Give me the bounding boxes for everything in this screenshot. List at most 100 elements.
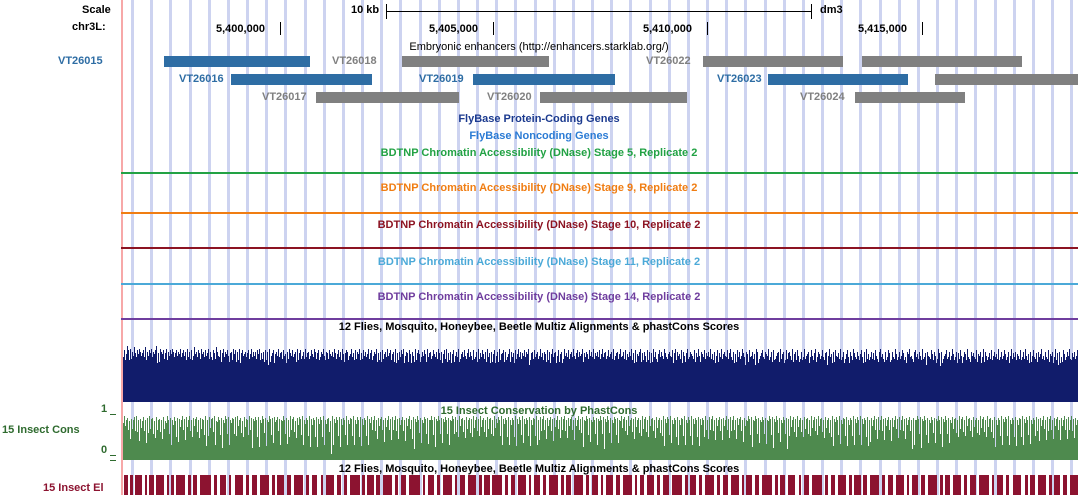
enhancer-feature[interactable] (862, 56, 1022, 67)
conserved-element-block[interactable] (349, 475, 360, 495)
conserved-element-block[interactable] (144, 475, 148, 495)
conserved-element-block[interactable] (663, 475, 669, 495)
conserved-element-block[interactable] (294, 475, 304, 495)
conserved-element-block[interactable] (566, 475, 572, 495)
conserved-element-block[interactable] (775, 475, 779, 495)
conserved-element-block[interactable] (510, 475, 515, 495)
conserved-element-block[interactable] (245, 475, 250, 495)
conserved-element-block[interactable] (945, 475, 950, 495)
conserved-element-block[interactable] (780, 475, 785, 495)
conserved-element-block[interactable] (698, 475, 703, 495)
conserved-element-block[interactable] (442, 475, 452, 495)
conserved-element-block[interactable] (964, 475, 968, 495)
conserved-element-block[interactable] (940, 475, 943, 495)
conserved-element-block[interactable] (592, 475, 599, 495)
enhancer-feature-label[interactable]: VT26025 (869, 55, 914, 67)
conserved-element-block[interactable] (228, 475, 232, 495)
conserved-element-block[interactable] (600, 475, 604, 495)
enhancer-feature-label[interactable]: VT26023 (717, 73, 762, 85)
conserved-element-block[interactable] (517, 475, 526, 495)
conserved-element-block[interactable] (343, 475, 348, 495)
conserved-element-block[interactable] (362, 475, 365, 495)
conserved-element-block[interactable] (155, 475, 164, 495)
conserved-element-block[interactable] (1024, 475, 1028, 495)
conserved-element-block[interactable] (468, 475, 476, 495)
enhancer-feature-label[interactable]: VT26016 (179, 73, 224, 85)
conserved-element-block[interactable] (129, 475, 133, 495)
enhancer-feature-label[interactable]: VT26022 (646, 55, 691, 67)
track-title-dnase-stage11[interactable]: BDTNP Chromatin Accessibility (DNase) St… (377, 256, 701, 268)
conserved-element-block[interactable] (685, 475, 688, 495)
enhancer-feature[interactable] (540, 92, 687, 103)
conserved-element-block[interactable] (528, 475, 532, 495)
conserved-element-block[interactable] (561, 475, 564, 495)
enhancer-feature[interactable] (231, 74, 372, 85)
conserved-element-block[interactable] (492, 475, 503, 495)
conserved-element-block[interactable] (837, 475, 846, 495)
conserved-element-block[interactable] (436, 475, 441, 495)
conserved-element-block[interactable] (586, 475, 590, 495)
enhancer-feature[interactable] (703, 56, 843, 67)
enhancer-feature-label[interactable]: VT26026 (951, 73, 996, 85)
conserved-element-block[interactable] (134, 475, 142, 495)
conserved-element-block[interactable] (401, 475, 407, 495)
conserved-element-block[interactable] (383, 475, 392, 495)
track-title-dnase-stage10[interactable]: BDTNP Chromatin Accessibility (DNase) St… (377, 219, 701, 231)
conserved-element-block[interactable] (1012, 475, 1022, 495)
conserved-element-block[interactable] (849, 475, 852, 495)
conserved-element-block[interactable] (615, 475, 620, 495)
conserved-element-block[interactable] (1030, 475, 1036, 495)
conserved-element-block[interactable] (927, 475, 937, 495)
conserved-element-block[interactable] (1049, 475, 1052, 495)
enhancer-feature[interactable] (402, 56, 549, 67)
conserved-element-block[interactable] (306, 475, 310, 495)
conserved-element-block[interactable] (422, 475, 426, 495)
conserved-element-block[interactable] (622, 475, 632, 495)
conserved-element-block[interactable] (277, 475, 285, 495)
conserved-element-block[interactable] (762, 475, 772, 495)
conserved-element-block[interactable] (746, 475, 753, 495)
conserved-element-block[interactable] (548, 475, 558, 495)
conserved-element-block[interactable] (704, 475, 714, 495)
conserved-element-block[interactable] (312, 475, 318, 495)
conserved-element-block[interactable] (755, 475, 760, 495)
multiz-phastcons-wiggle[interactable] (123, 330, 1078, 402)
enhancer-feature-label[interactable]: VT26019 (419, 73, 464, 85)
conserved-element-block[interactable] (325, 475, 334, 495)
conserved-element-block[interactable] (336, 475, 342, 495)
conserved-element-block[interactable] (251, 475, 257, 495)
conserved-element-block[interactable] (166, 475, 169, 495)
conserved-element-block[interactable] (1070, 475, 1078, 495)
enhancer-feature-label[interactable]: VT26020 (487, 91, 532, 103)
conserved-element-block[interactable] (811, 475, 822, 495)
track-title-multiz-top[interactable]: 12 Flies, Mosquito, Honeybee, Beetle Mul… (338, 321, 740, 333)
conserved-element-block[interactable] (722, 475, 728, 495)
conserved-element-block[interactable] (639, 475, 645, 495)
conserved-element-block[interactable] (427, 475, 434, 495)
track-title-dnase-stage5[interactable]: BDTNP Chromatin Accessibility (DNase) St… (380, 147, 698, 159)
conserved-element-block[interactable] (259, 475, 270, 495)
track-title-15-insect-phastcons[interactable]: 15 Insect Conservation by PhastCons (440, 405, 638, 417)
side-label-15-insect-elements[interactable]: 15 Insect El (43, 482, 104, 494)
conserved-element-block[interactable] (690, 475, 697, 495)
conserved-element-block[interactable] (887, 475, 893, 495)
conserved-element-block[interactable] (272, 475, 275, 495)
conserved-element-block[interactable] (657, 475, 661, 495)
enhancer-feature[interactable] (164, 56, 310, 67)
conserved-element-block[interactable] (170, 475, 174, 495)
insect-elements-track[interactable] (123, 475, 1078, 495)
conserved-element-block[interactable] (911, 475, 918, 495)
conserved-element-block[interactable] (996, 475, 1004, 495)
track-title-dnase-stage14[interactable]: BDTNP Chromatin Accessibility (DNase) St… (377, 291, 701, 303)
conserved-element-block[interactable] (953, 475, 961, 495)
conserved-element-block[interactable] (395, 475, 399, 495)
conserved-element-block[interactable] (176, 475, 186, 495)
conserved-element-block[interactable] (906, 475, 910, 495)
enhancer-feature[interactable] (316, 92, 459, 103)
conserved-element-block[interactable] (460, 475, 465, 495)
conserved-element-block[interactable] (200, 475, 212, 495)
phastcons-15insect-wiggle[interactable] (123, 414, 1078, 460)
conserved-element-block[interactable] (188, 475, 191, 495)
conserved-element-block[interactable] (234, 475, 243, 495)
enhancer-feature[interactable] (768, 74, 908, 85)
